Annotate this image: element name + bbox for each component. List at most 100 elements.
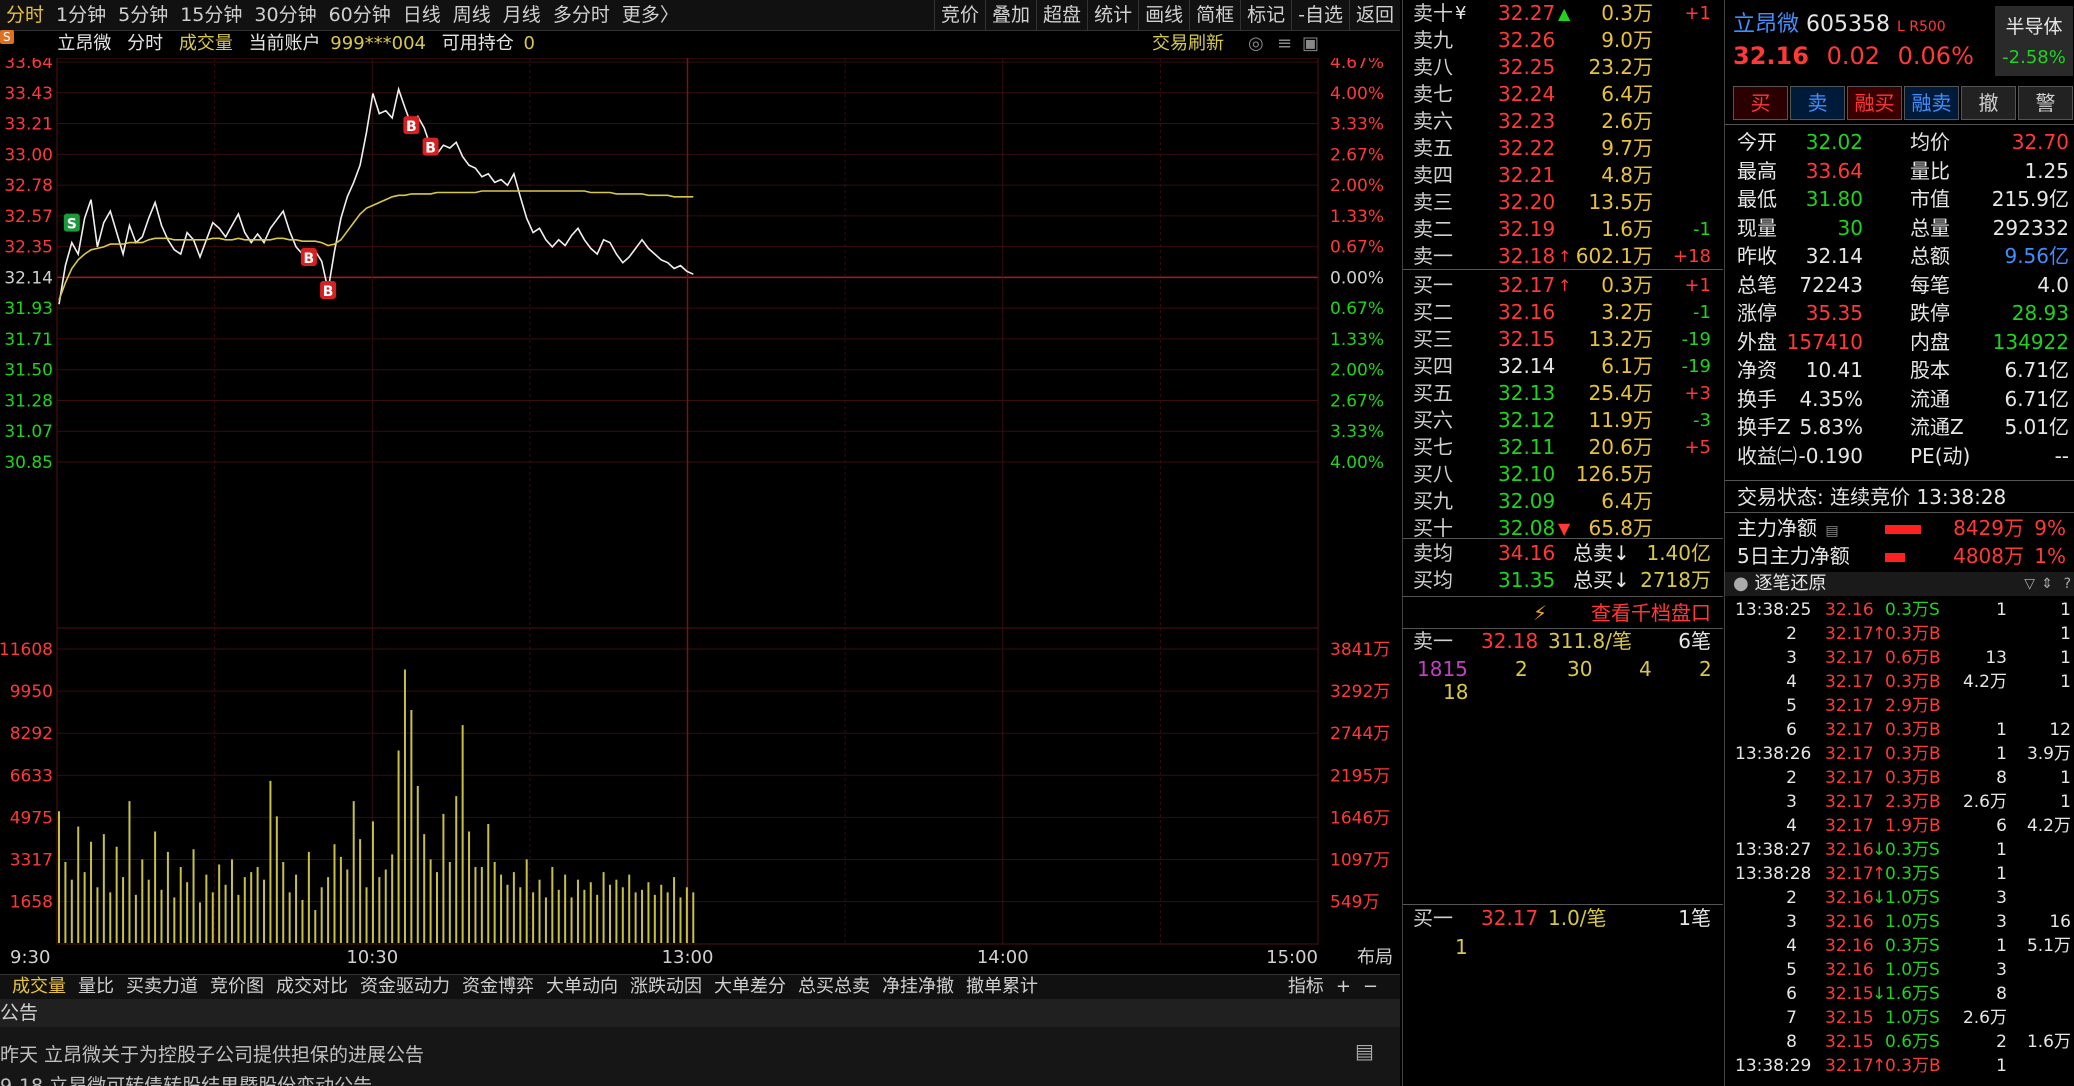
- ask-level[interactable]: 卖八 32.25 23.2万: [1403, 54, 1723, 81]
- indicator-tab[interactable]: 量比: [78, 976, 114, 997]
- bid-level[interactable]: 买十 32.08 ▼ 65.8万: [1403, 515, 1723, 542]
- period-tab[interactable]: 15分钟: [180, 4, 243, 26]
- trade-button[interactable]: 警: [2018, 86, 2073, 120]
- indicator-control[interactable]: +: [1335, 976, 1351, 997]
- indicator-tab[interactable]: 净挂净撤: [882, 976, 954, 997]
- ask-price: 32.19: [1498, 217, 1556, 241]
- intraday-chart[interactable]: 33.64 4.67% 33.43 4.00% 33.21 3.33% 33.00 2.67%…: [0, 58, 1400, 974]
- buy-marker[interactable]: B: [320, 280, 337, 300]
- ask-level[interactable]: 卖六 32.23 2.6万: [1403, 108, 1723, 135]
- announcement-text[interactable]: 9-18 立昂微可转债转股结果暨股份变动公告: [0, 1075, 373, 1086]
- bid-level[interactable]: 买七 32.11 20.6万 +5: [1403, 434, 1723, 461]
- bid-level[interactable]: 买六 32.12 11.9万 -3: [1403, 407, 1723, 434]
- trade-button[interactable]: 融卖: [1904, 86, 1959, 120]
- tool-button[interactable]: -自选: [1291, 0, 1349, 30]
- stock-name[interactable]: 立昂微: [1733, 12, 1800, 37]
- tool-button[interactable]: 竞价: [934, 0, 985, 30]
- sector-box[interactable]: 半导体 -2.58%: [1995, 6, 2073, 76]
- indicator-tab[interactable]: 大单差分: [714, 976, 786, 997]
- tick-row: 2 32.17 ↑ 0.3万B 1: [1725, 622, 2074, 646]
- indicator-tab[interactable]: 资金博弈: [462, 976, 534, 997]
- indicator-tab[interactable]: 总买总卖: [798, 976, 870, 997]
- sell-marker[interactable]: S: [63, 213, 80, 233]
- filter-icon[interactable]: ▽: [2024, 576, 2035, 592]
- main-net-info-icon[interactable]: ▤: [1825, 523, 1839, 539]
- period-tab[interactable]: 日线: [402, 4, 441, 26]
- ask-level[interactable]: 卖十 ¥32.27 ▲ 0.3万 +1: [1403, 0, 1723, 27]
- tool-button[interactable]: 超盘: [1036, 0, 1087, 30]
- pct-tick: 3.33%: [1330, 115, 1384, 135]
- ask-level[interactable]: 卖一 32.18 ↑ 602.1万 +18: [1403, 243, 1723, 270]
- panel-toggle-icon[interactable]: ▣: [1302, 33, 1320, 54]
- trade-button[interactable]: 买: [1733, 86, 1788, 120]
- indicator-name[interactable]: 成交量: [178, 33, 233, 54]
- thousand-level-link[interactable]: ⚡ 查看千档盘口: [1403, 600, 1723, 626]
- ask-level[interactable]: 卖三 32.20 13.5万: [1403, 189, 1723, 216]
- indicator-tab[interactable]: 买卖力道: [126, 976, 198, 997]
- pdf-icon[interactable]: ▤: [1355, 1039, 1374, 1063]
- tool-button[interactable]: 叠加: [985, 0, 1036, 30]
- bid-level[interactable]: 买八 32.10 126.5万: [1403, 461, 1723, 488]
- tool-button[interactable]: 画线: [1138, 0, 1189, 30]
- ask-level[interactable]: 卖五 32.22 9.7万: [1403, 135, 1723, 162]
- thousand-level-text[interactable]: 查看千档盘口: [1591, 601, 1711, 625]
- ask-level[interactable]: 卖二 32.19 1.6万 -1: [1403, 216, 1723, 243]
- buy-marker[interactable]: B: [403, 116, 420, 135]
- period-tab[interactable]: 多分时: [552, 4, 610, 26]
- period-tab[interactable]: 60分钟: [328, 4, 391, 26]
- period-tab[interactable]: 30分钟: [254, 4, 317, 26]
- indicator-control[interactable]: −: [1362, 976, 1378, 997]
- ask-level[interactable]: 卖七 32.24 6.4万: [1403, 81, 1723, 108]
- collapse-icon[interactable]: ●: [1733, 573, 1749, 594]
- indicator-tab[interactable]: 撤单累计: [966, 976, 1038, 997]
- period-tab[interactable]: 分时: [6, 4, 45, 26]
- tick-price: 32.17: [1825, 816, 1874, 836]
- list-icon[interactable]: ≡: [1277, 33, 1293, 54]
- tool-button[interactable]: 返回: [1348, 0, 1400, 30]
- announcement-text[interactable]: 昨天 立昂微关于为控股子公司提供担保的进展公告: [0, 1044, 425, 1066]
- tick-arrow: ↓: [1872, 888, 1887, 908]
- indicator-control[interactable]: 指标: [1287, 976, 1324, 997]
- bid-level[interactable]: 买二 32.16 3.2万 -1: [1403, 299, 1723, 326]
- tool-button[interactable]: 简框: [1189, 0, 1240, 30]
- main5-net-row[interactable]: 5日主力净额 4808万 1%: [1737, 542, 2072, 570]
- main-net-row[interactable]: 主力净额 ▤ 8429万 9%: [1737, 514, 2072, 542]
- tick-time: 6: [1786, 984, 1797, 1004]
- bid-level[interactable]: 买三 32.15 13.2万 -19: [1403, 326, 1723, 353]
- tick-extra: 1: [2060, 768, 2071, 788]
- bid-level[interactable]: 买九 32.09 6.4万: [1403, 488, 1723, 515]
- trade-button[interactable]: 撤: [1961, 86, 2016, 120]
- indicator-tab[interactable]: 资金驱动力: [360, 976, 450, 997]
- layout-button[interactable]: 布局: [1357, 947, 1393, 968]
- ask-level[interactable]: 卖九 32.26 9.0万: [1403, 27, 1723, 54]
- bid-level[interactable]: 买四 32.14 6.1万 -19: [1403, 353, 1723, 380]
- bid-level[interactable]: 买一 32.17 ↑ 0.3万 +1: [1403, 272, 1723, 299]
- settings-icon[interactable]: ◎: [1248, 33, 1264, 54]
- announcement-item[interactable]: 昨天 立昂微关于为控股子公司提供担保的进展公告: [0, 1040, 424, 1067]
- announcement-title: 公告: [0, 1002, 39, 1024]
- trade-refresh-button[interactable]: 交易刷新: [1152, 33, 1224, 54]
- indicator-tab[interactable]: 大单动向: [546, 976, 618, 997]
- volume-tick: 9950: [10, 682, 53, 702]
- help-icon[interactable]: ?: [2063, 576, 2071, 592]
- period-tab[interactable]: 更多〉: [621, 4, 679, 26]
- period-tab[interactable]: 周线: [452, 4, 491, 26]
- tool-button[interactable]: 标记: [1240, 0, 1291, 30]
- bid-level[interactable]: 买五 32.13 25.4万 +3: [1403, 380, 1723, 407]
- ask-level[interactable]: 卖四 32.21 4.8万: [1403, 162, 1723, 189]
- sort-icon[interactable]: ⇕: [2041, 576, 2053, 592]
- divider: [1725, 512, 2074, 513]
- indicator-tab[interactable]: 竞价图: [210, 976, 264, 997]
- indicator-tab[interactable]: 成交对比: [276, 976, 348, 997]
- indicator-tab[interactable]: 成交量: [12, 976, 66, 997]
- buy-marker[interactable]: B: [300, 247, 317, 267]
- tool-button[interactable]: 统计: [1087, 0, 1138, 30]
- period-tab[interactable]: 月线: [502, 4, 541, 26]
- buy-marker[interactable]: B: [422, 137, 439, 157]
- announcement-item[interactable]: 9-18 立昂微可转债转股结果暨股份变动公告: [0, 1071, 372, 1086]
- indicator-tab[interactable]: 涨跌动因: [630, 976, 702, 997]
- trade-button[interactable]: 卖: [1790, 86, 1845, 120]
- trade-button[interactable]: 融买: [1847, 86, 1902, 120]
- period-tab[interactable]: 1分钟: [56, 4, 107, 26]
- period-tab[interactable]: 5分钟: [118, 4, 169, 26]
